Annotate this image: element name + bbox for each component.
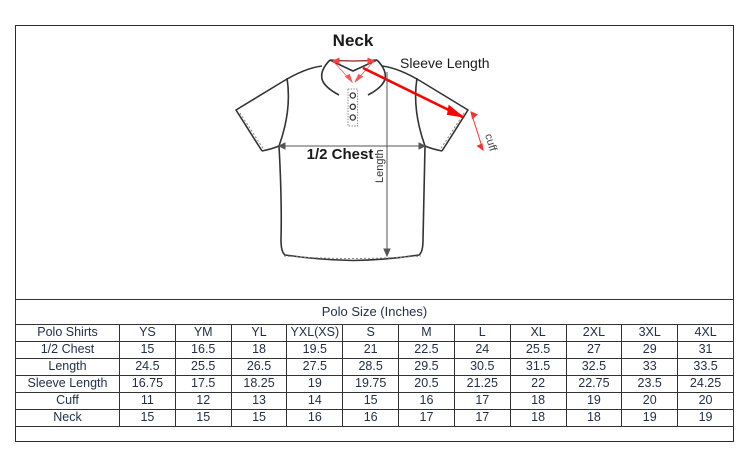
svg-text:cuff: cuff: [482, 132, 499, 153]
svg-text:Length: Length: [374, 149, 386, 183]
svg-text:1/2 Chest: 1/2 Chest: [307, 146, 374, 163]
svg-text:Sleeve Length: Sleeve Length: [400, 55, 490, 71]
svg-text:Neck: Neck: [333, 31, 374, 50]
